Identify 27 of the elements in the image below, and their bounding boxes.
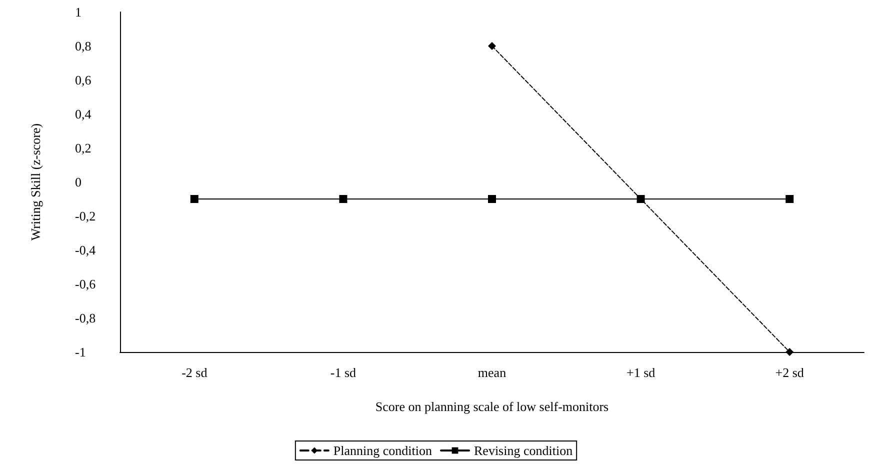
point	[488, 195, 496, 203]
point	[786, 195, 794, 203]
y-axis-title: Writing Skill (z-score)	[28, 123, 43, 241]
x-tick-label: -1 sd	[330, 365, 357, 380]
legend-label: Revising condition	[474, 443, 574, 458]
legend-label: Planning condition	[333, 443, 432, 458]
x-tick-label: +1 sd	[626, 365, 656, 380]
y-tick-label: -0,6	[75, 276, 96, 292]
point	[786, 348, 794, 356]
x-axis-title: Score on planning scale of low self-monitors	[375, 399, 609, 414]
point	[488, 42, 496, 50]
y-tick-label: -0,2	[75, 208, 96, 224]
x-tick-label: mean	[478, 365, 507, 380]
y-tick-label: -0,4	[75, 242, 96, 258]
y-tick-label: 1	[75, 4, 82, 20]
x-tick-label: -2 sd	[182, 365, 208, 380]
y-tick-label: 0,4	[75, 106, 92, 122]
y-tick-label: -0,8	[75, 310, 96, 326]
y-tick-label: -1	[75, 344, 86, 360]
y-tick-label: 0	[75, 174, 82, 190]
x-tick-label: +2 sd	[775, 365, 804, 380]
y-tick-label: 0,6	[75, 72, 92, 88]
y-tick-label: 0,8	[75, 38, 92, 54]
point	[339, 195, 348, 203]
y-tick-label: 0,2	[75, 140, 92, 156]
point	[190, 195, 198, 203]
point	[636, 195, 645, 203]
